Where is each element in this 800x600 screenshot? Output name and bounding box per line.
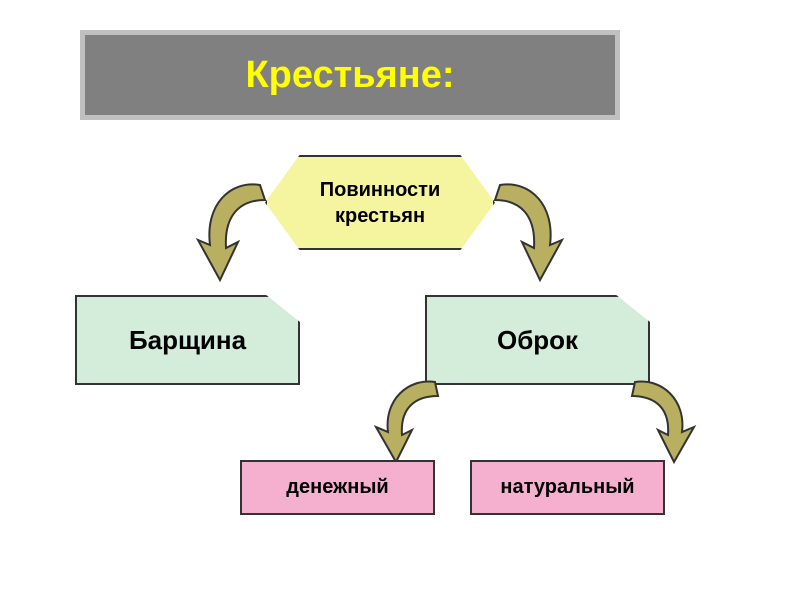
hexagon-root: Повинности крестьян [265,155,495,250]
arrow-hex-to-right [470,170,570,300]
green-left-label: Барщина [129,325,246,356]
title-box: Крестьяне: [80,30,620,120]
green-box-left: Барщина [75,295,300,385]
pink-b-label: натуральный [500,476,634,499]
green-right-label: Оброк [497,325,578,356]
arrow-obrok-to-natural [610,370,700,470]
pink-box-money: денежный [240,460,435,515]
hex-line1: Повинности [320,177,441,203]
hex-line2: крестьян [335,203,425,229]
pink-a-label: денежный [286,476,388,499]
pink-box-natural: натуральный [470,460,665,515]
arrow-obrok-to-money [370,370,460,470]
title-text: Крестьяне: [245,54,454,97]
arrow-hex-to-left [190,170,290,300]
